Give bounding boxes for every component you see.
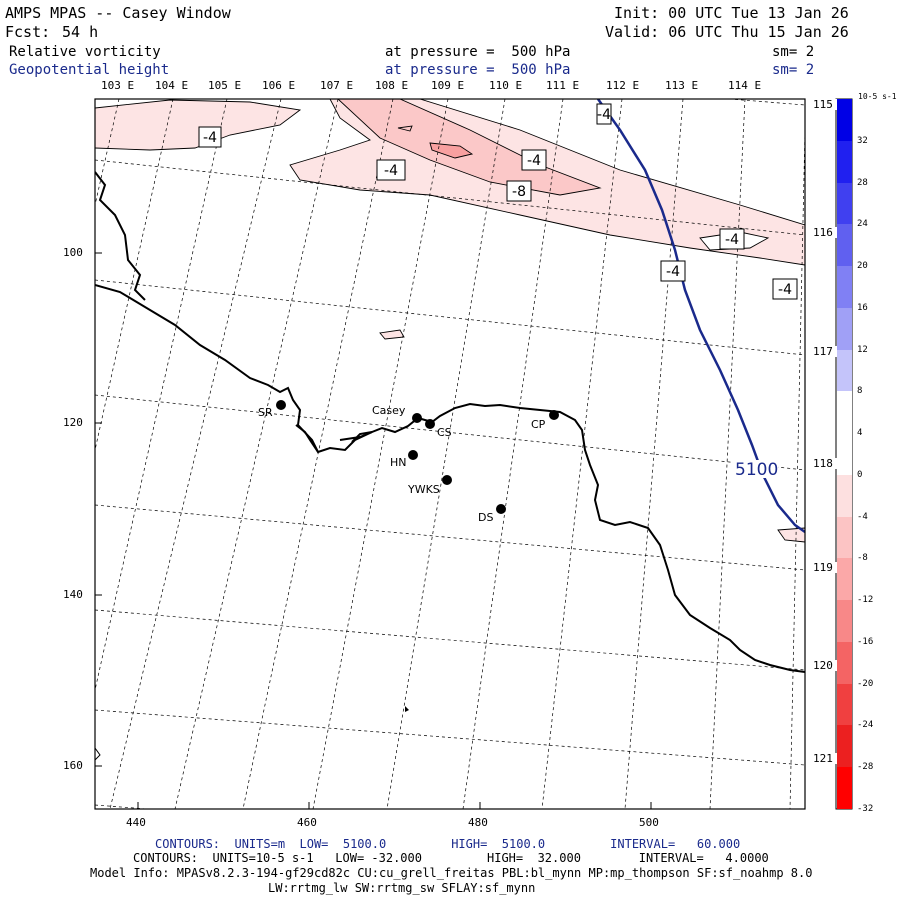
colorbar-label: 20 bbox=[857, 261, 868, 271]
colorbar-label: 28 bbox=[857, 178, 868, 188]
contour-label: -4 bbox=[597, 107, 611, 123]
station-label-hn: HN bbox=[390, 456, 407, 469]
colorbar-label: 32 bbox=[857, 136, 868, 146]
colorbar-label: 0 bbox=[857, 470, 862, 480]
y-tick-label: 140 bbox=[63, 589, 83, 600]
colorbar-label: -20 bbox=[857, 679, 873, 689]
colorbar-label: -16 bbox=[857, 637, 873, 647]
contour-label-box: -4 bbox=[720, 229, 744, 249]
x-tick-label: 480 bbox=[468, 817, 488, 828]
colorbar-swatch bbox=[837, 183, 852, 225]
y-tick-label: 120 bbox=[63, 417, 83, 428]
station-dot-cs bbox=[425, 419, 435, 429]
colorbar-label: -12 bbox=[857, 595, 873, 605]
contour-label: -4 bbox=[725, 232, 739, 248]
colorbar-swatch bbox=[837, 642, 852, 684]
contour-label-box: -4 bbox=[377, 160, 405, 180]
contour-label-box: -4 bbox=[597, 104, 611, 124]
colorbar-swatch bbox=[837, 684, 852, 726]
contour-label: -4 bbox=[527, 153, 541, 169]
colorbar-swatch bbox=[837, 308, 852, 350]
colorbar-swatch bbox=[837, 475, 852, 517]
colorbar-unit: 10-5 s-1 bbox=[858, 93, 897, 101]
height-contour-label: 5100 bbox=[735, 460, 778, 480]
footer-vorticity-contours: CONTOURS: UNITS=10-5 s-1 LOW= -32.000 HI… bbox=[133, 852, 769, 864]
colorbar-label: -28 bbox=[857, 762, 873, 772]
colorbar-label: 16 bbox=[857, 303, 868, 313]
colorbar-label: -24 bbox=[857, 720, 873, 730]
station-dot-ywks bbox=[442, 475, 452, 485]
colorbar-swatch bbox=[837, 99, 852, 141]
colorbar-swatch bbox=[837, 224, 852, 266]
station-label-ywks: YWKS bbox=[407, 483, 440, 496]
y-tick-label: 160 bbox=[63, 760, 83, 771]
contour-label-box: -4 bbox=[199, 127, 221, 147]
station-label-ds: DS bbox=[478, 511, 493, 524]
colorbar-swatch bbox=[837, 350, 852, 392]
coast-fragment bbox=[95, 748, 100, 760]
axis-ticks bbox=[95, 253, 651, 809]
colorbar-label: -8 bbox=[857, 553, 868, 563]
colorbar-swatch bbox=[837, 266, 852, 308]
colorbar-swatch bbox=[837, 767, 852, 809]
contour-label-box: -4 bbox=[522, 150, 546, 170]
station-label-casey: Casey bbox=[372, 404, 406, 417]
colorbar-label: 12 bbox=[857, 345, 868, 355]
contour-label: -4 bbox=[778, 282, 792, 298]
contour-label-box: -4 bbox=[773, 279, 797, 299]
colorbar-swatch bbox=[837, 600, 852, 642]
colorbar-label: 24 bbox=[857, 219, 868, 229]
station-dot-ds bbox=[496, 504, 506, 514]
footer-model-info: Model Info: MPASv8.2.3-194-gf29cd82c CU:… bbox=[90, 867, 812, 879]
colorbar-swatch bbox=[837, 391, 852, 433]
x-tick-label: 500 bbox=[639, 817, 659, 828]
x-tick-label: 440 bbox=[126, 817, 146, 828]
contour-label: -4 bbox=[666, 264, 680, 280]
station-label-cs: CS bbox=[437, 426, 452, 439]
station-dot-casey bbox=[412, 413, 422, 423]
colorbar-swatch bbox=[837, 558, 852, 600]
colorbar-label: 4 bbox=[857, 428, 862, 438]
contour-label: -8 bbox=[512, 184, 526, 200]
colorbar-swatch bbox=[837, 433, 852, 475]
contour-label-box: -4 bbox=[661, 261, 685, 281]
colorbar-swatch bbox=[837, 725, 852, 767]
colorbar-swatch bbox=[837, 141, 852, 183]
footer-physics-info: LW:rrtmg_lw SW:rrtmg_sw SFLAY:sf_mynn bbox=[268, 882, 535, 894]
y-tick-label: 100 bbox=[63, 247, 83, 258]
stations: SR Casey CS HN YWKS CP DS bbox=[258, 400, 559, 524]
footer-height-contours: CONTOURS: UNITS=m LOW= 5100.0 HIGH= 5100… bbox=[155, 838, 740, 850]
colorbar-label: -4 bbox=[857, 512, 868, 522]
station-dot-sr bbox=[276, 400, 286, 410]
contour-label: -4 bbox=[203, 130, 217, 146]
station-dot-hn bbox=[408, 450, 418, 460]
colorbar-label: -32 bbox=[857, 804, 873, 814]
contour-label: -4 bbox=[384, 163, 398, 179]
station-dot-cp bbox=[549, 410, 559, 420]
vorticity-shading bbox=[95, 99, 805, 542]
station-label-sr: SR bbox=[258, 406, 273, 419]
map-panel: -4 -4 -4 -8 -4 -4 -4 -4 -4 5100 SR Casey… bbox=[0, 0, 900, 900]
colorbar-swatch bbox=[837, 517, 852, 559]
station-label-cp: CP bbox=[531, 418, 546, 431]
contour-label-box: -8 bbox=[507, 181, 531, 201]
island-marker bbox=[405, 706, 409, 712]
colorbar-label: 8 bbox=[857, 386, 862, 396]
x-tick-label: 460 bbox=[297, 817, 317, 828]
